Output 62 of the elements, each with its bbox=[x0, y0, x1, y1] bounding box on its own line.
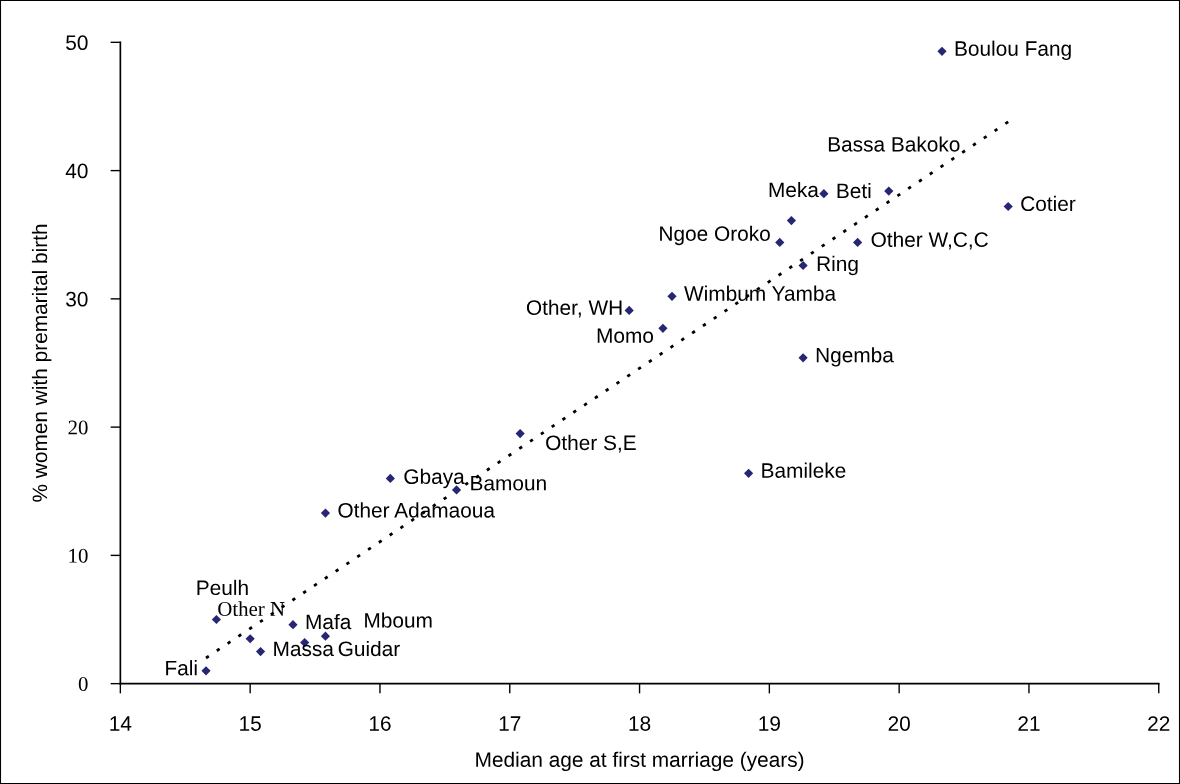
x-tick-label: 15 bbox=[240, 716, 261, 731]
y-tick-label: 40 bbox=[65, 163, 88, 179]
annotation: Guidar bbox=[338, 640, 400, 657]
x-tick-label: 16 bbox=[369, 716, 391, 731]
y-tick-label: 20 bbox=[68, 420, 88, 435]
annotation: Other W,C,C bbox=[871, 231, 988, 250]
point bbox=[320, 508, 331, 518]
annotation: Massa bbox=[274, 641, 334, 657]
point bbox=[255, 646, 266, 657]
point bbox=[798, 260, 808, 271]
point bbox=[320, 631, 331, 641]
y-axis-title: % women with premarital birth bbox=[31, 224, 52, 502]
point bbox=[798, 353, 808, 363]
annotation: Cotier bbox=[1021, 195, 1076, 212]
annotation: Beti bbox=[837, 182, 871, 199]
annotation: Boulou Fang bbox=[955, 40, 1071, 61]
point bbox=[288, 620, 298, 630]
point bbox=[201, 666, 211, 676]
y-tick-label: 30 bbox=[66, 291, 88, 307]
x-axis-title: Median age at first marriage (years) bbox=[476, 751, 804, 772]
point bbox=[937, 46, 947, 56]
point bbox=[385, 473, 395, 484]
x-tick-label: 18 bbox=[629, 716, 651, 731]
point bbox=[515, 428, 525, 439]
x-tick-label: 20 bbox=[888, 716, 910, 731]
annotation: Momo bbox=[597, 328, 654, 343]
point bbox=[743, 468, 754, 478]
annotation: Fali bbox=[166, 660, 197, 676]
point bbox=[786, 216, 797, 226]
annotation: Mafa bbox=[306, 613, 352, 630]
point bbox=[884, 186, 894, 196]
y-tick-label: 0 bbox=[78, 677, 88, 692]
point bbox=[775, 237, 785, 248]
annotation: Ngemba bbox=[816, 347, 894, 367]
y-tick-label: 10 bbox=[69, 548, 88, 563]
point bbox=[853, 237, 863, 248]
annotation: Bamoun bbox=[471, 476, 546, 491]
point bbox=[819, 189, 829, 199]
annotation: Peulh bbox=[197, 579, 248, 596]
annotation: Meka bbox=[769, 181, 819, 198]
annotation: Gbaya bbox=[404, 468, 465, 489]
x-tick-label: 19 bbox=[759, 716, 780, 731]
annotation: Bamileke bbox=[762, 462, 846, 478]
point bbox=[1003, 201, 1013, 212]
point bbox=[624, 305, 634, 316]
annotation: Ngoe Oroko bbox=[660, 225, 770, 246]
annotation: Other S,E bbox=[546, 434, 636, 453]
x-tick-label: 21 bbox=[1018, 716, 1040, 731]
x-tick-label: 14 bbox=[110, 716, 132, 731]
point bbox=[211, 614, 222, 625]
x-tick-label: 17 bbox=[499, 716, 521, 731]
annotation: Other Adamaoua bbox=[338, 502, 495, 518]
annotation: Bassa Bakoko bbox=[828, 136, 960, 152]
annotation: Wimbum Yamba bbox=[684, 285, 837, 301]
annotation: Ring bbox=[817, 255, 858, 276]
point bbox=[245, 634, 255, 644]
point bbox=[658, 323, 668, 333]
annotation: Mboum bbox=[365, 612, 432, 628]
y-tick-label: 50 bbox=[66, 35, 88, 51]
x-tick-label: 22 bbox=[1148, 716, 1170, 731]
annotation: Other, WH bbox=[526, 299, 622, 318]
point bbox=[667, 291, 677, 301]
